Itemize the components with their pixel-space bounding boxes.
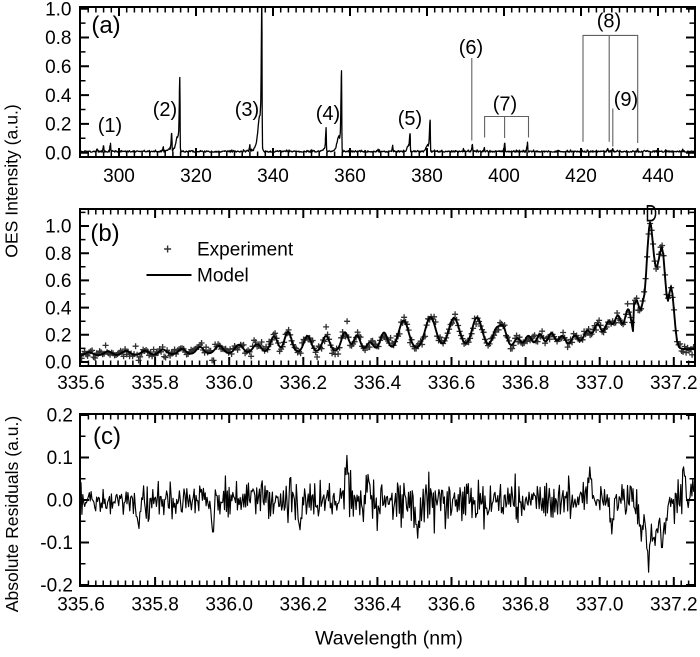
svg-text:336.0: 336.0 (205, 595, 253, 616)
svg-text:337.0: 337.0 (576, 595, 624, 616)
svg-text:(a): (a) (91, 12, 120, 39)
svg-text:(7): (7) (493, 94, 517, 116)
svg-text:380: 380 (411, 166, 443, 187)
svg-text:0.2: 0.2 (45, 115, 71, 136)
svg-text:336.0: 336.0 (205, 373, 253, 394)
svg-text:336.8: 336.8 (502, 595, 550, 616)
svg-text:440: 440 (642, 166, 674, 187)
svg-text:0.0: 0.0 (47, 491, 73, 512)
svg-text:420: 420 (565, 166, 597, 187)
svg-text:0.8: 0.8 (45, 28, 71, 49)
svg-text:0.0: 0.0 (45, 143, 71, 164)
svg-text:337.2: 337.2 (650, 595, 698, 616)
svg-text:(c): (c) (93, 423, 121, 450)
svg-text:0.1: 0.1 (47, 448, 73, 469)
svg-text:336.2: 336.2 (280, 595, 328, 616)
svg-text:0.4: 0.4 (45, 86, 72, 107)
svg-text:360: 360 (334, 166, 366, 187)
svg-text:337.2: 337.2 (650, 373, 698, 394)
svg-text:0.8: 0.8 (45, 244, 71, 265)
svg-text:(6): (6) (459, 37, 483, 59)
svg-text:336.2: 336.2 (280, 373, 328, 394)
svg-text:335.6: 335.6 (57, 595, 105, 616)
svg-text:(5): (5) (398, 108, 422, 130)
svg-text:0.6: 0.6 (45, 271, 71, 292)
svg-text:336.4: 336.4 (354, 595, 402, 616)
svg-text:-0.1: -0.1 (40, 533, 73, 554)
svg-text:0.0: 0.0 (45, 353, 71, 374)
svg-text:Experiment: Experiment (197, 240, 294, 261)
svg-text:336.4: 336.4 (354, 373, 402, 394)
svg-text:(b): (b) (90, 220, 119, 247)
svg-text:335.8: 335.8 (131, 595, 179, 616)
svg-text:300: 300 (103, 166, 135, 187)
svg-text:Wavelength (nm): Wavelength (nm) (315, 628, 463, 650)
svg-text:-0.2: -0.2 (40, 576, 73, 597)
svg-text:Model: Model (197, 266, 249, 287)
svg-text:(1): (1) (98, 115, 122, 137)
svg-text:0.6: 0.6 (45, 57, 71, 78)
svg-text:OES Intensity (a.u.): OES Intensity (a.u.) (2, 104, 22, 258)
svg-text:Absolute Residuals (a.u.): Absolute Residuals (a.u.) (2, 416, 22, 613)
svg-text:1.0: 1.0 (45, 217, 71, 238)
svg-text:337.0: 337.0 (576, 373, 624, 394)
svg-text:(2): (2) (153, 99, 177, 121)
svg-text:0.2: 0.2 (45, 326, 71, 347)
svg-text:336.6: 336.6 (428, 595, 476, 616)
svg-text:0.2: 0.2 (47, 406, 73, 427)
svg-text:0.4: 0.4 (45, 298, 72, 319)
svg-text:(4): (4) (316, 103, 340, 125)
svg-text:335.8: 335.8 (131, 373, 179, 394)
svg-text:(3): (3) (235, 99, 259, 121)
svg-text:(8): (8) (597, 11, 621, 33)
svg-text:(9): (9) (614, 89, 638, 111)
svg-text:1.0: 1.0 (45, 0, 71, 20)
svg-text:335.6: 335.6 (57, 373, 105, 394)
svg-text:D: D (645, 200, 657, 227)
svg-text:336.8: 336.8 (502, 373, 550, 394)
svg-text:340: 340 (257, 166, 289, 187)
svg-text:400: 400 (488, 166, 520, 187)
svg-text:320: 320 (180, 166, 212, 187)
svg-text:336.6: 336.6 (428, 373, 476, 394)
